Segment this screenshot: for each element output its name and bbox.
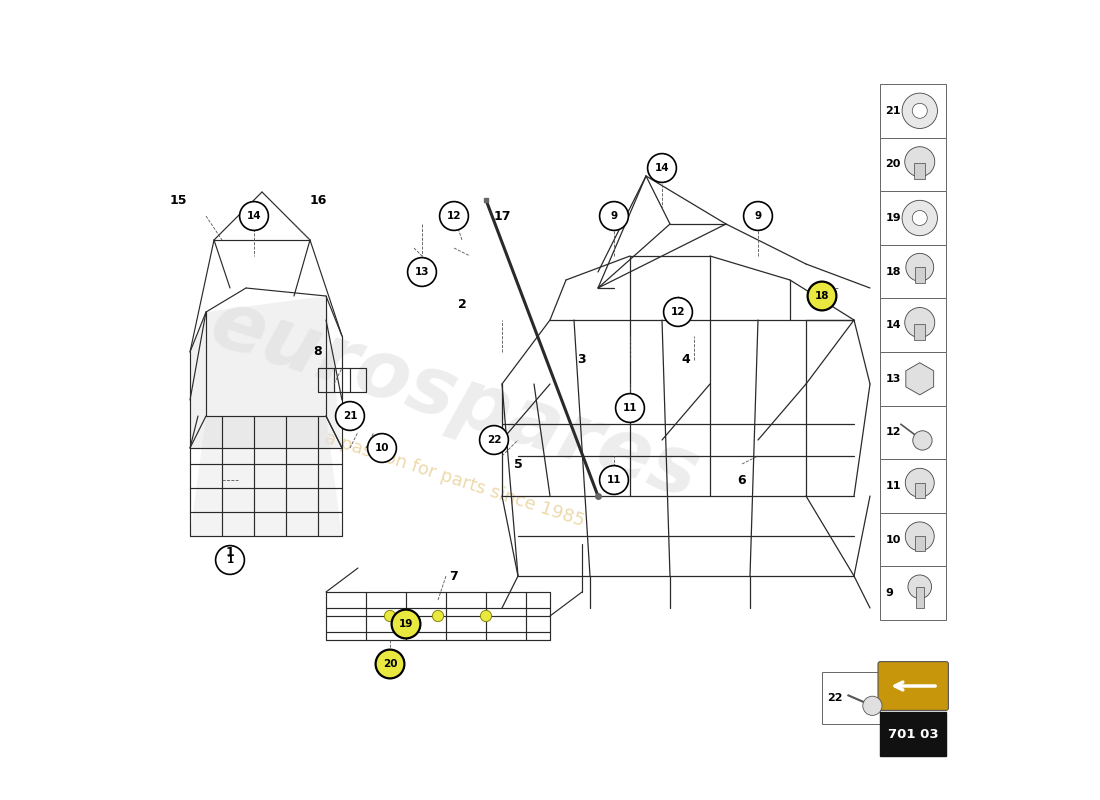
- Circle shape: [375, 650, 405, 678]
- Text: 9: 9: [610, 211, 617, 221]
- Circle shape: [902, 200, 937, 236]
- Text: 17: 17: [493, 210, 510, 222]
- Circle shape: [648, 154, 676, 182]
- Text: 16: 16: [309, 194, 327, 206]
- FancyBboxPatch shape: [880, 352, 946, 406]
- Circle shape: [912, 210, 927, 226]
- Circle shape: [600, 466, 628, 494]
- Circle shape: [905, 146, 935, 177]
- Text: 11: 11: [623, 403, 637, 413]
- Text: 9: 9: [755, 211, 761, 221]
- Circle shape: [240, 202, 268, 230]
- Text: 12: 12: [886, 427, 901, 438]
- Circle shape: [913, 430, 932, 450]
- FancyBboxPatch shape: [880, 406, 946, 459]
- FancyBboxPatch shape: [878, 662, 948, 710]
- Bar: [914, 163, 925, 179]
- FancyBboxPatch shape: [822, 672, 880, 724]
- Text: 4: 4: [682, 354, 691, 366]
- Polygon shape: [190, 296, 342, 448]
- Circle shape: [384, 610, 396, 622]
- Circle shape: [481, 610, 492, 622]
- Text: 10: 10: [375, 443, 389, 453]
- Bar: [916, 586, 924, 608]
- Text: 14: 14: [886, 320, 901, 330]
- Circle shape: [367, 434, 396, 462]
- Text: 22: 22: [827, 693, 843, 703]
- Circle shape: [440, 202, 469, 230]
- Text: 3: 3: [578, 354, 586, 366]
- Circle shape: [663, 298, 692, 326]
- Circle shape: [908, 575, 932, 598]
- Text: 701 03: 701 03: [888, 727, 938, 741]
- Circle shape: [216, 546, 244, 574]
- Text: 19: 19: [886, 213, 901, 223]
- Circle shape: [744, 202, 772, 230]
- Text: 14: 14: [246, 211, 262, 221]
- Text: 22: 22: [486, 435, 502, 445]
- Circle shape: [807, 282, 836, 310]
- Circle shape: [408, 258, 437, 286]
- Bar: [915, 267, 925, 283]
- FancyBboxPatch shape: [880, 138, 946, 191]
- FancyBboxPatch shape: [880, 191, 946, 245]
- Circle shape: [600, 202, 628, 230]
- Text: 18: 18: [886, 266, 901, 277]
- Text: 19: 19: [399, 619, 414, 629]
- Bar: [915, 482, 925, 498]
- Text: 14: 14: [654, 163, 669, 173]
- Circle shape: [912, 103, 927, 118]
- Text: 2: 2: [458, 298, 466, 310]
- Circle shape: [905, 468, 934, 498]
- Text: 18: 18: [815, 291, 829, 301]
- Text: 20: 20: [886, 159, 901, 170]
- Text: 21: 21: [343, 411, 358, 421]
- Circle shape: [336, 402, 364, 430]
- FancyBboxPatch shape: [880, 513, 946, 566]
- Text: 13: 13: [415, 267, 429, 277]
- Polygon shape: [190, 416, 342, 536]
- Circle shape: [902, 93, 937, 129]
- Text: 1: 1: [227, 555, 233, 565]
- FancyBboxPatch shape: [880, 245, 946, 298]
- Text: 12: 12: [447, 211, 461, 221]
- Text: 8: 8: [314, 346, 322, 358]
- Text: 7: 7: [450, 570, 459, 582]
- Circle shape: [392, 610, 420, 638]
- Text: 11: 11: [886, 481, 901, 491]
- Circle shape: [480, 426, 508, 454]
- Text: 9: 9: [886, 588, 893, 598]
- Text: 6: 6: [738, 474, 746, 486]
- Bar: [915, 536, 925, 551]
- Circle shape: [905, 522, 934, 551]
- Text: a passion for parts since 1985: a passion for parts since 1985: [321, 430, 586, 530]
- FancyBboxPatch shape: [880, 84, 946, 138]
- FancyBboxPatch shape: [880, 459, 946, 513]
- Text: 13: 13: [886, 374, 901, 384]
- Circle shape: [862, 696, 882, 715]
- FancyBboxPatch shape: [880, 712, 946, 756]
- Bar: [914, 324, 925, 340]
- Text: 1: 1: [226, 546, 234, 558]
- FancyBboxPatch shape: [880, 566, 946, 620]
- Text: 12: 12: [671, 307, 685, 317]
- Text: 15: 15: [169, 194, 187, 206]
- Text: 11: 11: [607, 475, 621, 485]
- Text: eurospares: eurospares: [200, 284, 708, 516]
- Circle shape: [432, 610, 443, 622]
- Text: 21: 21: [886, 106, 901, 116]
- Circle shape: [616, 394, 645, 422]
- Circle shape: [905, 307, 935, 338]
- Circle shape: [905, 254, 934, 282]
- FancyBboxPatch shape: [880, 298, 946, 352]
- Text: 10: 10: [886, 534, 901, 545]
- Text: 20: 20: [383, 659, 397, 669]
- Text: 5: 5: [514, 458, 522, 470]
